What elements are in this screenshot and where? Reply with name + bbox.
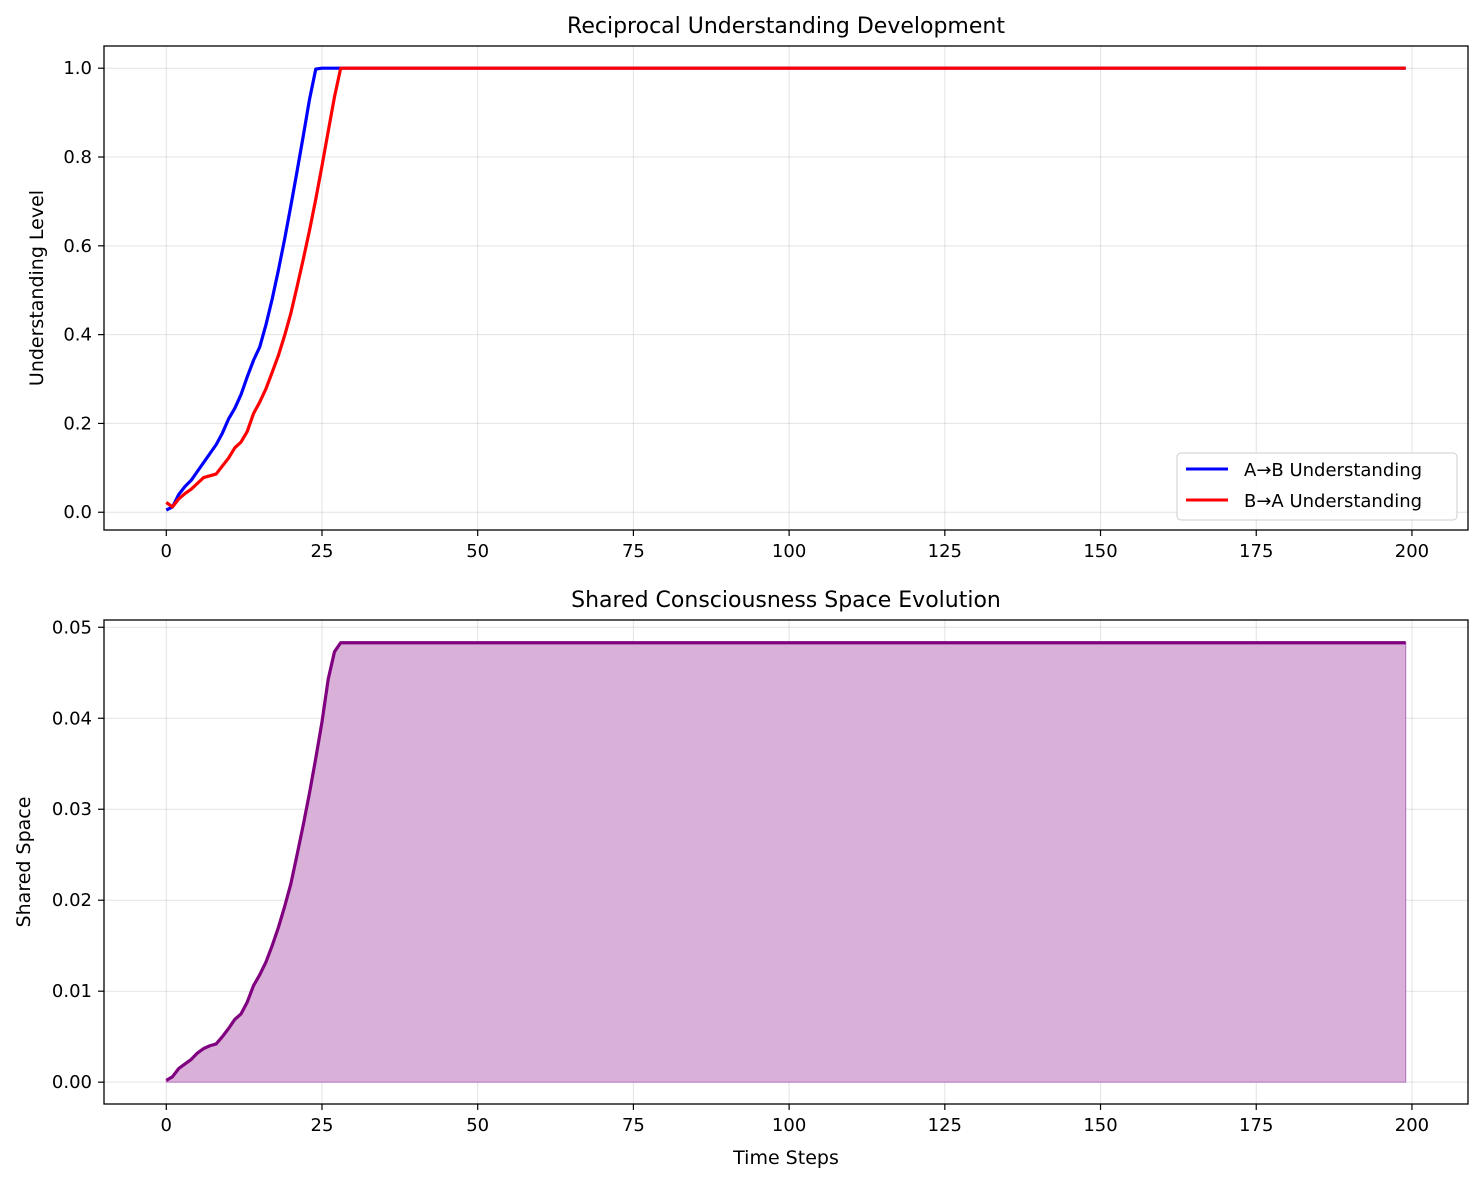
understanding-y-axis-title: Understanding Level <box>26 190 48 386</box>
shared-space-x-tick-label: 25 <box>311 1115 334 1136</box>
understanding-y-tick-label: 0.4 <box>63 325 92 346</box>
understanding-x-tick-label: 25 <box>311 541 334 562</box>
understanding-y-tick-label: 0.2 <box>63 413 92 434</box>
shared-space-y-tick-label: 0.04 <box>52 708 92 729</box>
understanding-series-line-1 <box>165 66 1406 509</box>
shared-space-y-axis-title: Shared Space <box>13 797 35 928</box>
understanding-x-tick-label: 150 <box>1083 541 1117 562</box>
legend: A→B Understanding B→A Understanding <box>1176 452 1458 521</box>
shared-space-x-tick-label: 150 <box>1083 1115 1117 1136</box>
shared-space-plot-frame <box>103 619 1469 1105</box>
understanding-series-line-0 <box>165 66 1406 512</box>
shared-space-y-tick-label: 0.05 <box>52 617 92 638</box>
understanding-x-tick-label: 50 <box>466 541 489 562</box>
shared-space-y-tick-label: 0.00 <box>52 1072 92 1093</box>
legend-label-b-to-a: B→A Understanding <box>1244 491 1422 512</box>
shared-space-x-tick-label: 50 <box>466 1115 489 1136</box>
legend-box <box>1176 452 1458 521</box>
understanding-x-tick-label: 200 <box>1395 541 1429 562</box>
shared-space-x-tick-label: 75 <box>622 1115 645 1136</box>
shared-space-x-tick-label: 0 <box>161 1115 172 1136</box>
shared-space-plot: Shared Consciousness Space Evolution Sha… <box>13 588 1469 1169</box>
understanding-x-tick-label: 100 <box>772 541 806 562</box>
understanding-x-tick-label: 75 <box>622 541 645 562</box>
shared-space-x-tick-label: 100 <box>772 1115 806 1136</box>
shared-space-ticks: 0 25 50 75 100 125 150 175 200 0.00 0.01 0.02 0.03 0.… <box>52 617 1429 1136</box>
understanding-x-tick-label: 125 <box>928 541 962 562</box>
understanding-y-tick-label: 1.0 <box>63 58 92 79</box>
understanding-plot-frame <box>103 45 1469 531</box>
shared-space-series-layer <box>165 641 1407 1083</box>
shared-space-series-line-0 <box>165 641 1406 1082</box>
shared-space-x-tick-label: 175 <box>1239 1115 1273 1136</box>
understanding-ticks: 0 25 50 75 100 125 150 175 200 0.0 0.2 0.4 0.6 0.8 1.0 <box>63 58 1429 562</box>
shared-space-y-tick-label: 0.03 <box>52 799 92 820</box>
shared-space-area-fill <box>165 642 1407 1083</box>
understanding-y-tick-label: 0.8 <box>63 147 92 168</box>
legend-label-a-to-b: A→B Understanding <box>1244 460 1422 481</box>
shared-space-x-tick-label: 125 <box>928 1115 962 1136</box>
shared-space-x-tick-label: 200 <box>1395 1115 1429 1136</box>
shared-space-y-tick-label: 0.02 <box>52 890 92 911</box>
understanding-plot-title: Reciprocal Understanding Development <box>567 14 1005 39</box>
time-steps-x-axis-title: Time Steps <box>732 1147 839 1169</box>
understanding-y-tick-label: 0.6 <box>63 236 92 257</box>
understanding-series-layer <box>165 66 1406 512</box>
understanding-x-tick-label: 175 <box>1239 541 1273 562</box>
understanding-y-tick-label: 0.0 <box>63 502 92 523</box>
shared-space-plot-title: Shared Consciousness Space Evolution <box>571 588 1001 613</box>
understanding-plot: Reciprocal Understanding Development Und… <box>26 14 1469 562</box>
shared-space-y-tick-label: 0.01 <box>52 981 92 1002</box>
understanding-x-tick-label: 0 <box>161 541 172 562</box>
